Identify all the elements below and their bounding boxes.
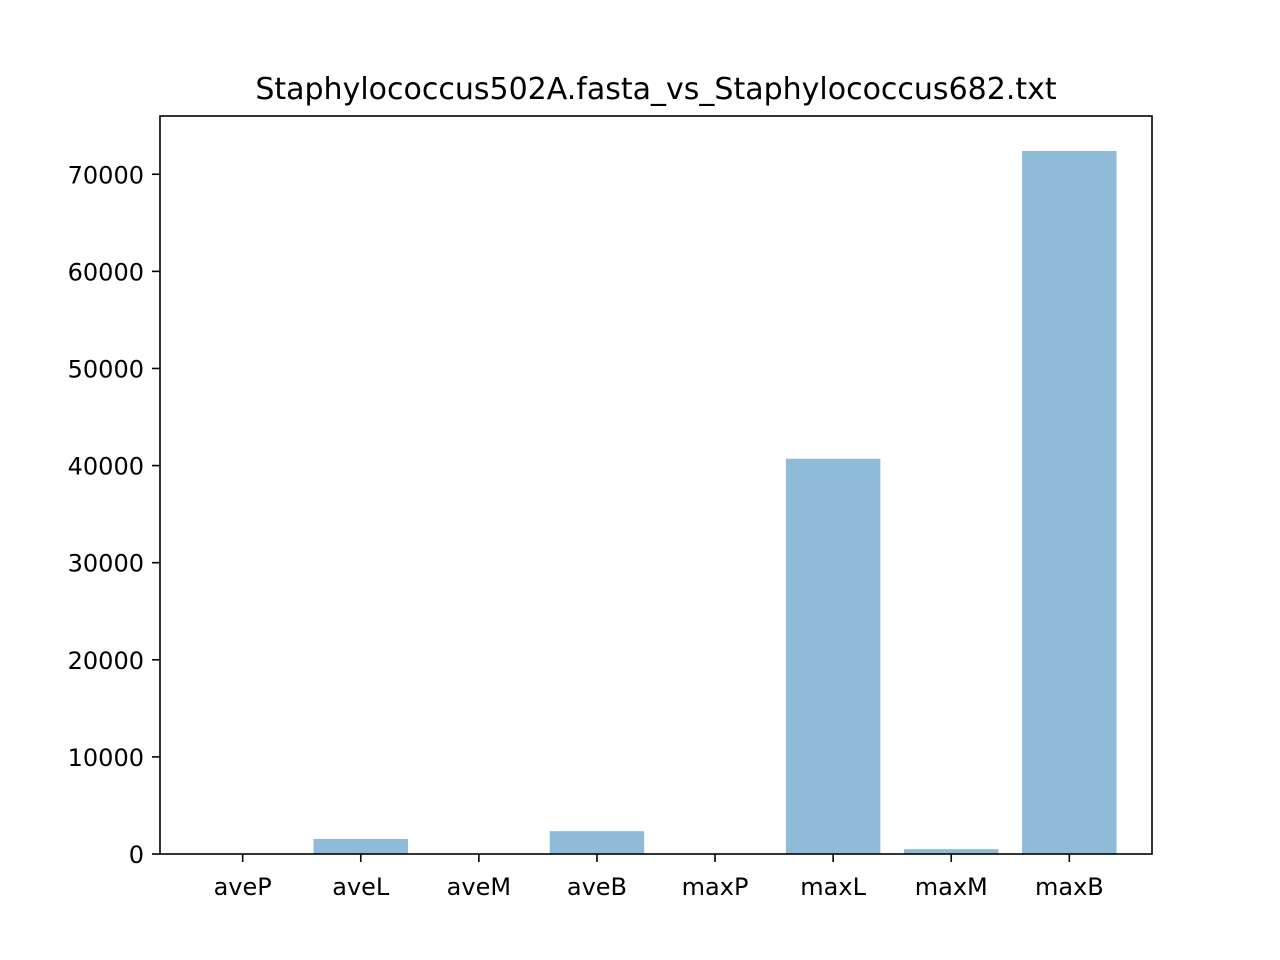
x-tick-label-maxP: maxP (682, 873, 749, 901)
x-tick-label-aveL: aveL (332, 873, 390, 901)
chart-title: Staphylococcus502A.fasta_vs_Staphylococc… (255, 72, 1057, 107)
y-axis: 0 10000 20000 30000 40000 50000 60000 70000 (68, 161, 160, 869)
x-tick-label-aveP: aveP (214, 873, 272, 901)
x-tick-label-aveB: aveB (567, 873, 627, 901)
x-axis: aveP aveL aveM aveB maxP maxL maxM maxB (214, 854, 1104, 901)
y-tick-label-50000: 50000 (68, 355, 144, 383)
bar-maxM (904, 849, 999, 854)
y-tick-label-30000: 30000 (68, 550, 144, 578)
bar-aveB (549, 831, 645, 854)
y-tick-label-40000: 40000 (68, 453, 144, 481)
y-tick-label-60000: 60000 (68, 258, 144, 286)
y-tick-label-20000: 20000 (68, 647, 144, 675)
bar-maxB (1022, 150, 1117, 855)
y-tick-label-10000: 10000 (68, 744, 144, 772)
bar-maxL (785, 458, 881, 854)
bars-group (195, 150, 1117, 855)
x-tick-label-maxL: maxL (800, 873, 866, 901)
x-tick-label-aveM: aveM (447, 873, 511, 901)
plot-frame (159, 115, 1153, 855)
x-tick-label-maxB: maxB (1035, 873, 1104, 901)
x-tick-label-maxM: maxM (915, 873, 988, 901)
bar-aveL (313, 838, 408, 854)
y-tick-label-70000: 70000 (68, 161, 144, 189)
y-tick-label-0: 0 (129, 841, 144, 869)
